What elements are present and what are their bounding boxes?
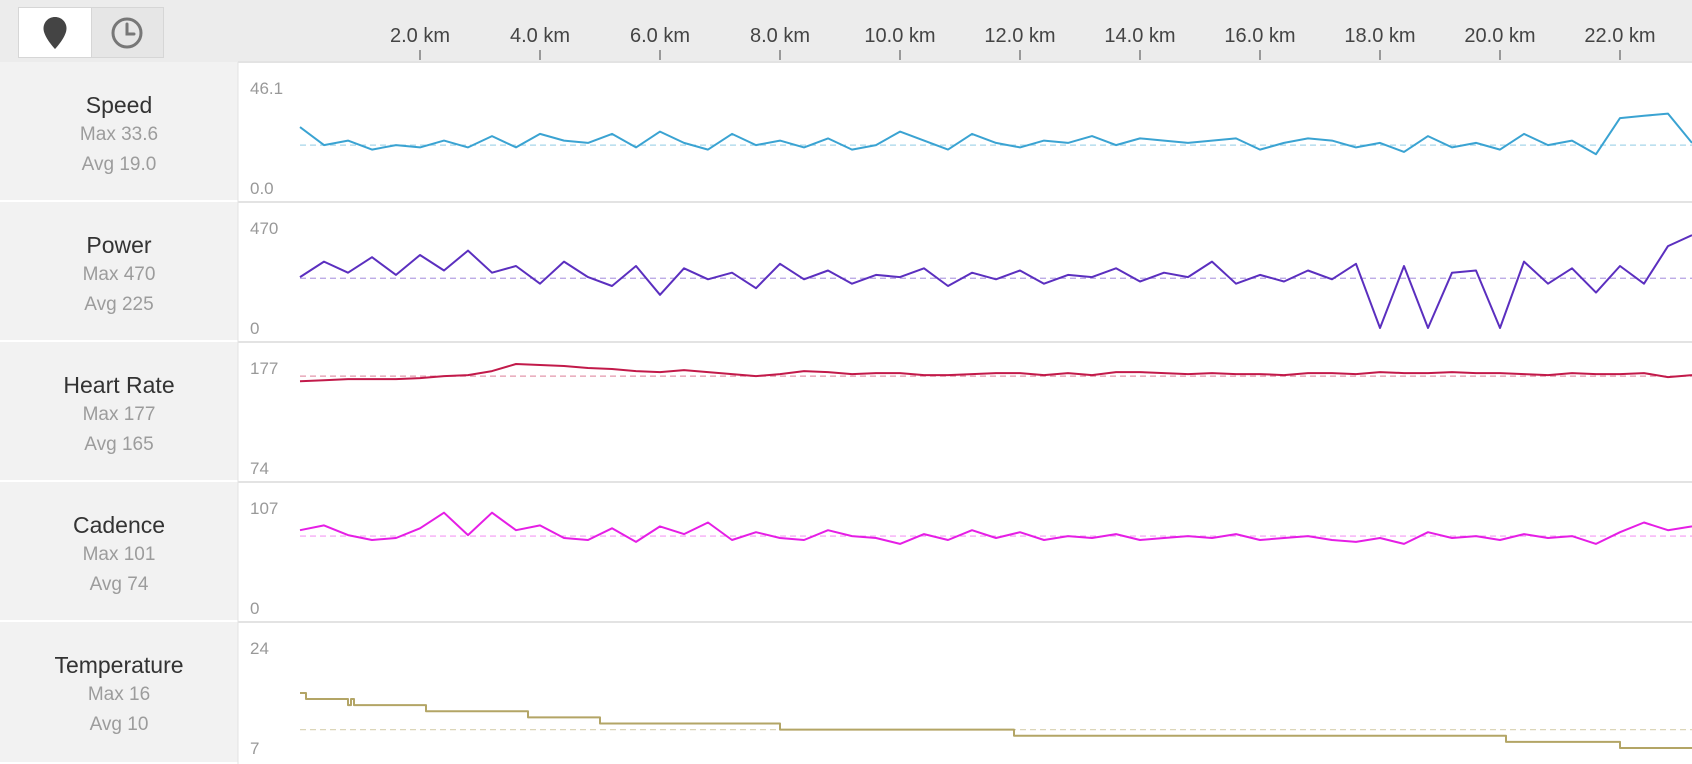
chart-plots [299,112,1692,749]
x-tick-label: 4.0 km [510,25,570,47]
speed-y-min: 0.0 [250,179,274,198]
x-axis: 2.0 km 4.0 km 6.0 km 8.0 km 10.0 km 12.0 km 14… [390,25,1656,60]
x-tick-label: 6.0 km [630,25,690,47]
heart-rate-y-max: 177 [250,359,278,378]
cadence-y-max: 107 [250,499,278,518]
speed-y-max: 46.1 [250,79,283,98]
cadence-stats: Cadence Max 101 Avg 74 [0,482,238,622]
cadence-max: Max 101 [82,544,156,565]
x-tick-label: 20.0 km [1464,25,1535,47]
x-tick-label: 16.0 km [1224,25,1295,47]
heart-rate-max: Max 177 [82,404,156,425]
map-pin-icon [43,16,67,49]
x-tick-label: 14.0 km [1104,25,1175,47]
temperature-y-max: 24 [250,639,269,658]
speed-label: Speed [85,92,153,118]
power-max: Max 470 [82,264,156,285]
panel-dividers [237,61,1692,764]
speed-stats: Speed Max 33.6 Avg 19.0 [0,62,238,202]
power-y-max: 470 [250,219,278,238]
power-y-min: 0 [250,319,259,338]
temperature-avg: Avg 10 [89,714,149,735]
heart-rate-y-min: 74 [250,459,269,478]
power-label: Power [86,232,152,258]
speed-max: Max 33.6 [79,124,159,145]
x-tick-label: 10.0 km [864,25,935,47]
temperature-stats: Temperature Max 16 Avg 10 [0,622,238,764]
speed-series-line [299,112,1692,156]
distance-view-button[interactable] [19,8,91,57]
speed-avg: Avg 19.0 [81,154,157,175]
temperature-max: Max 16 [87,684,151,705]
temperature-label: Temperature [54,652,184,678]
heart-rate-series-line [299,363,1692,383]
clock-icon [111,17,143,48]
stats-sidebar: Speed Max 33.6 Avg 19.0 Power Max 470 Av… [0,62,238,764]
power-avg: Avg 225 [84,294,154,315]
x-tick-label: 2.0 km [390,25,450,47]
heart-rate-avg: Avg 165 [84,434,154,455]
x-tick-label: 22.0 km [1584,25,1655,47]
temperature-series-line [300,691,1692,749]
cadence-label: Cadence [72,512,166,538]
power-series-line [299,234,1692,329]
temperature-y-min: 7 [250,739,259,758]
cadence-series-line [299,511,1692,545]
cadence-y-min: 0 [250,599,259,618]
x-tick-label: 18.0 km [1344,25,1415,47]
heart-rate-stats: Heart Rate Max 177 Avg 165 [0,342,238,482]
time-view-button[interactable] [90,8,163,57]
power-stats: Power Max 470 Avg 225 [0,202,238,342]
x-tick-label: 8.0 km [750,25,810,47]
view-toggle [18,7,164,58]
cadence-avg: Avg 74 [89,574,149,595]
top-bar [0,0,1692,62]
x-tick-label: 12.0 km [984,25,1055,47]
y-axis-labels: 46.1 0.0 470 0 177 74 107 0 24 7 [250,79,283,758]
heart-rate-label: Heart Rate [63,372,175,398]
